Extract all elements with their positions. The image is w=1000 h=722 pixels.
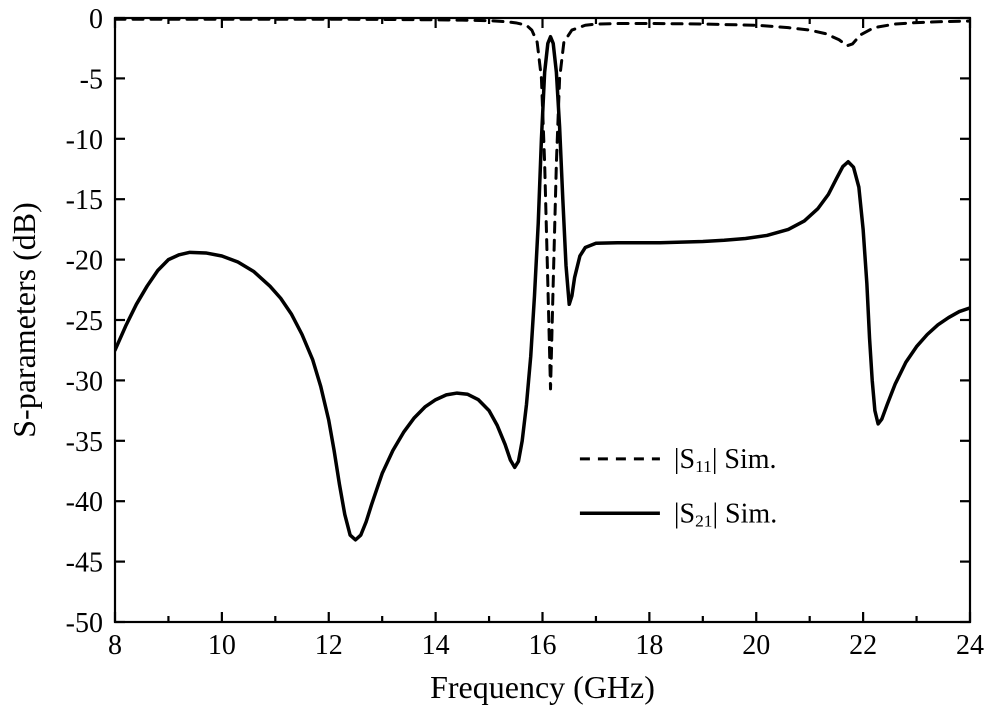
chart-container: 8 10 12 14 16 18 20 22 24 0 -5 -10 -15 -20 -25 -30 -35 -4… [0,0,1000,722]
y-tick-label: -40 [66,487,103,518]
y-tick-label: -15 [66,185,103,216]
x-tick-label: 22 [849,630,877,661]
legend-s11-label: |S11| Sim. [674,444,777,476]
y-tick-label: -10 [66,125,103,156]
x-tick-label: 14 [422,630,450,661]
y-axis-label: S-parameters (dB) [6,202,42,437]
x-tick-label: 20 [742,630,770,661]
legend-s21-label: |S21| Sim. [674,498,777,530]
y-tick-label: -35 [66,427,103,458]
x-tick-label: 12 [315,630,343,661]
y-tick-label: -30 [66,366,103,397]
y-tick-label: 0 [89,4,103,35]
x-tick-label: 24 [956,630,984,661]
x-tick-label: 16 [529,630,557,661]
y-tick-label: -20 [66,246,103,277]
x-axis-label: Frequency (GHz) [430,669,655,705]
y-tick-label: -50 [66,608,103,639]
x-tick-label: 8 [108,630,122,661]
chart-background [0,0,1000,722]
x-tick-label: 10 [208,630,236,661]
s-parameters-chart: 8 10 12 14 16 18 20 22 24 0 -5 -10 -15 -20 -25 -30 -35 -4… [0,0,1000,722]
y-tick-label: -45 [66,548,103,579]
x-tick-label: 18 [635,630,663,661]
y-tick-label: -5 [80,64,103,95]
y-tick-label: -25 [66,306,103,337]
